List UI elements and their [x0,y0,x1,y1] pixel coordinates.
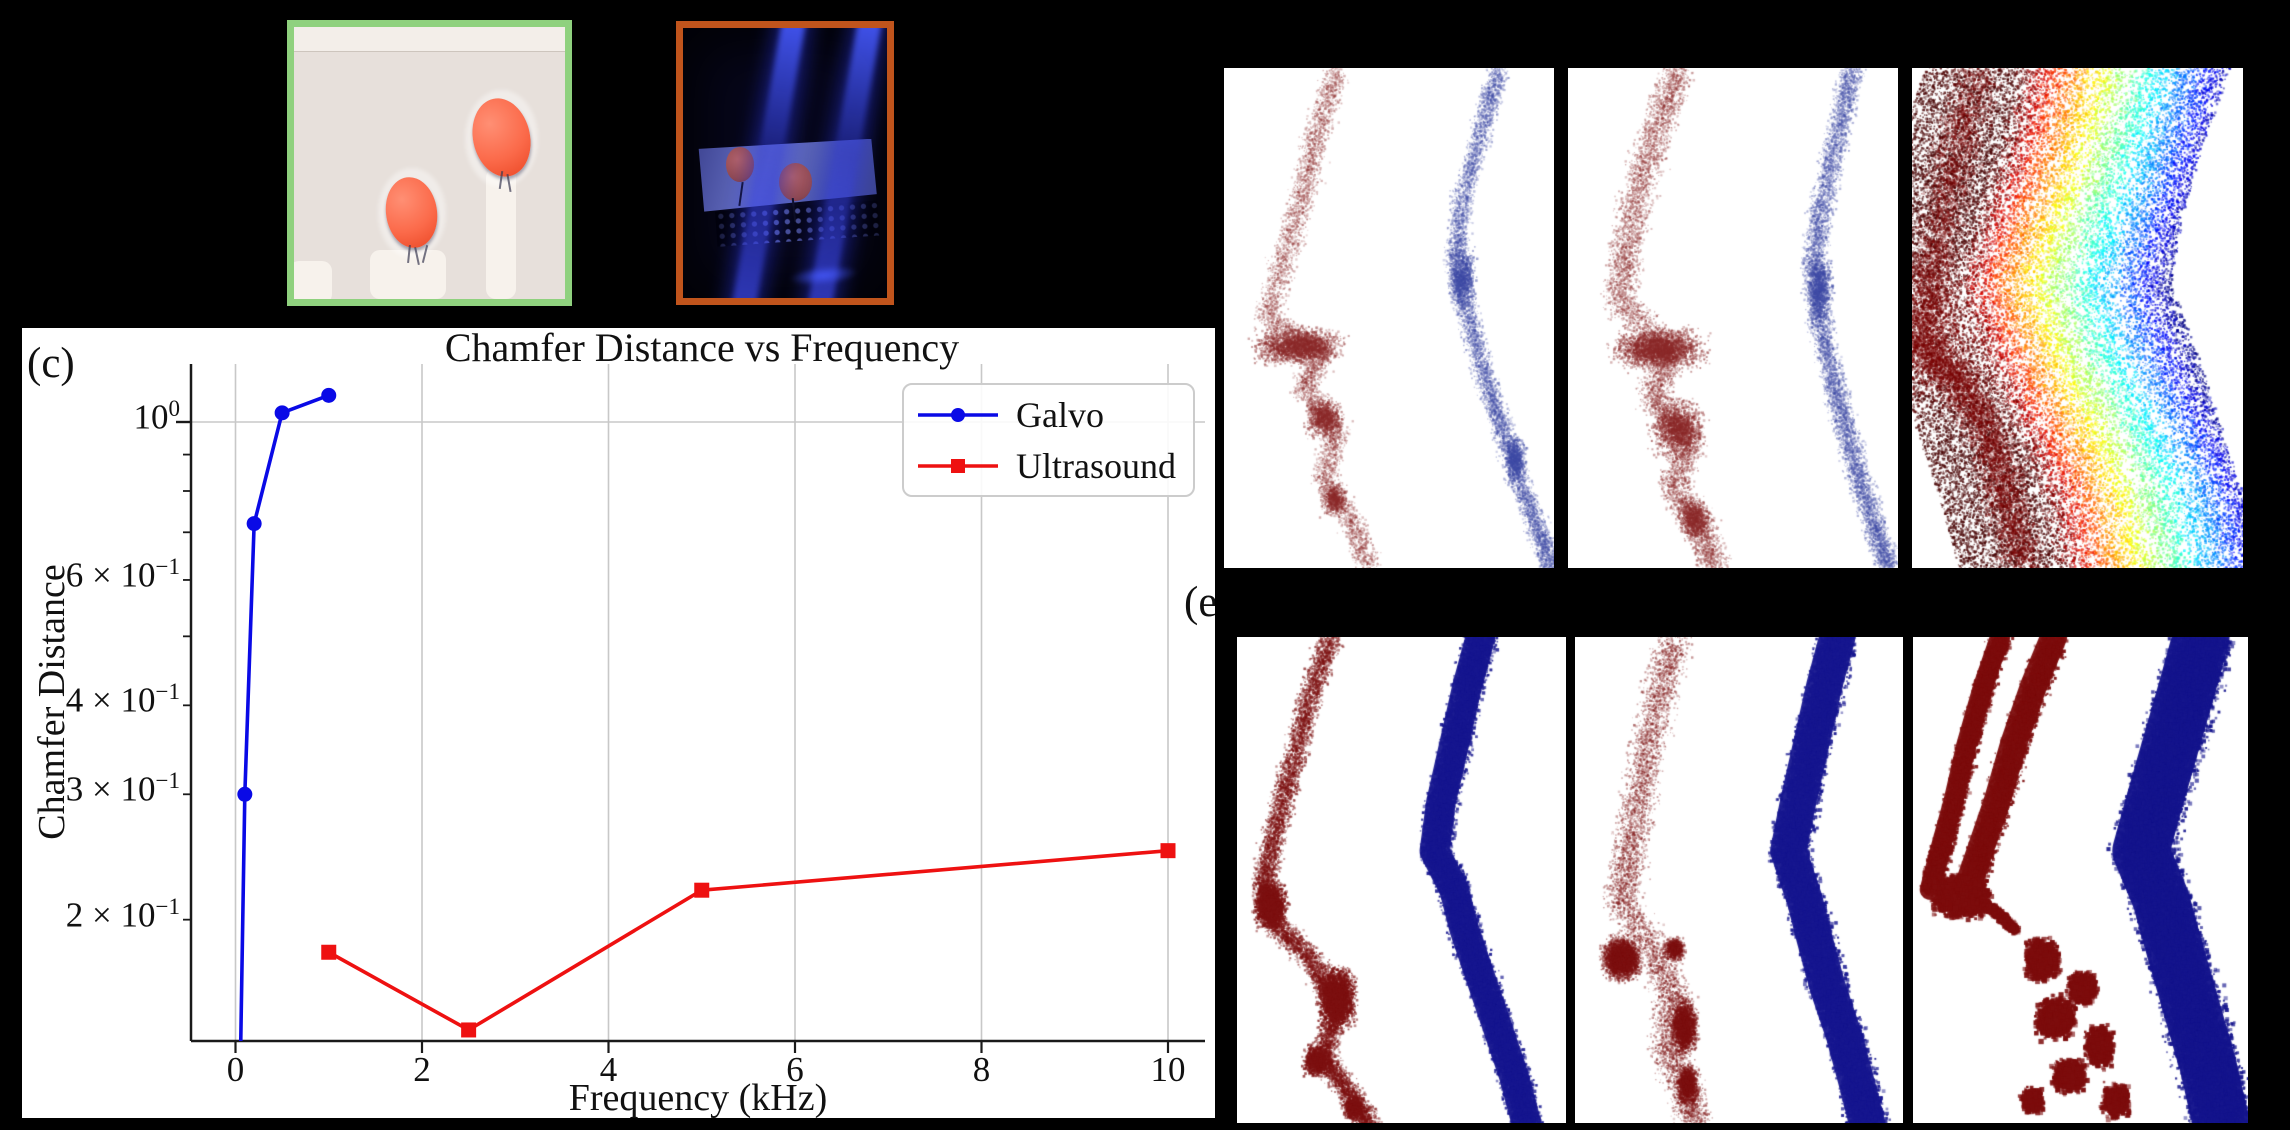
x-tick-label: 2 [413,1050,431,1089]
legend-item-ultrasound: Ultrasound [914,445,1183,487]
y-tick-label: 100 [133,396,181,437]
panel-label-c: (c) [27,340,75,387]
marker-circle [274,405,290,421]
floor-glow [788,262,860,289]
marker-circle [246,516,262,532]
marker-square [461,1022,477,1038]
paper-strip [486,168,517,299]
paper-edge [294,27,565,53]
x-tick-label: 6 [786,1050,804,1089]
marker-circle [237,786,253,802]
uv-laser-photo [676,21,894,305]
x-tick-label: 0 [226,1050,245,1089]
series-line-galvo [238,393,330,1041]
legend-swatch-square [918,458,998,473]
paper-strip [294,260,332,299]
y-tick-label: 3 × 10−1 [65,768,180,809]
pointcloud-top-2 [1568,68,1898,568]
y-tick-label: 6 × 10−1 [65,553,180,595]
chamfer-chart-panel: Chamfer Distance vs Frequency (c) Chamfe… [22,328,1215,1118]
marker-circle [321,387,337,403]
marker-square [321,944,337,960]
x-axis-label: Frequency (kHz) [568,1077,828,1118]
marker-square [1160,843,1176,859]
pointcloud-bottom-2 [1575,637,1903,1123]
pointcloud-top-3-depth-colored [1912,68,2243,568]
pointcloud-top-1 [1224,68,1554,568]
legend-item-galvo: Galvo [914,394,1183,436]
x-tick-label: 10 [1150,1050,1186,1089]
series-line-ultrasound [327,848,1169,1032]
y-tick-label: 4 × 10−1 [65,679,180,720]
legend-swatch-circle [918,407,998,422]
y-tick-label: 2 × 10−1 [65,893,180,935]
chart-title: Chamfer Distance vs Frequency [444,328,960,370]
visible-light-photo [287,20,572,306]
chart-legend: Galvo Ultrasound [902,383,1195,497]
panel-label-e: (e [1184,579,1215,626]
legend-label: Ultrasound [1016,445,1176,486]
x-tick-label: 4 [599,1050,618,1089]
legend-label: Galvo [1016,394,1104,435]
marker-square [694,882,710,898]
uv-target-right [778,163,812,201]
pointcloud-bottom-3 [1913,637,2248,1123]
x-tick-label: 8 [972,1050,991,1089]
pointcloud-bottom-1 [1237,637,1566,1123]
uv-target-left [725,146,755,182]
